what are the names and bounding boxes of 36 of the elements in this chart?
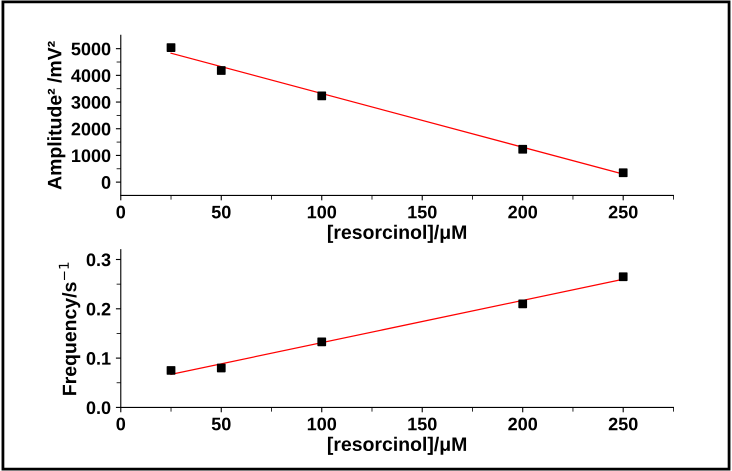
x-tick-label: 250 bbox=[608, 206, 638, 218]
x-tick-label: 200 bbox=[508, 418, 538, 430]
y-tick-label: 5000 bbox=[71, 42, 110, 56]
point bbox=[518, 300, 528, 308]
x-tick-label: 50 bbox=[212, 418, 231, 430]
y-tick-label: 0.0 bbox=[86, 401, 110, 414]
y-tick-label: 0.1 bbox=[86, 352, 111, 365]
x-tick-label: 50 bbox=[212, 206, 231, 218]
point bbox=[166, 43, 176, 52]
x-axis-title: [resorcinol]/μM bbox=[328, 436, 466, 455]
x-tick-label: 150 bbox=[408, 418, 437, 430]
x-tick-label: 250 bbox=[608, 418, 638, 430]
point bbox=[317, 337, 326, 346]
y-axis-title: Frequency/s$^{−1}$ bbox=[58, 262, 80, 395]
x-tick-label: 150 bbox=[408, 206, 437, 218]
y-tick-label: 1000 bbox=[72, 149, 110, 162]
x-tick-label: 100 bbox=[308, 418, 336, 430]
y-tick-label: 3000 bbox=[71, 96, 110, 109]
y-tick-label: 0 bbox=[102, 176, 110, 189]
point bbox=[618, 168, 628, 178]
x-tick-label: 0 bbox=[116, 206, 126, 218]
point bbox=[216, 66, 226, 75]
point bbox=[166, 366, 176, 375]
point bbox=[518, 144, 528, 154]
y-tick-label: 2000 bbox=[72, 122, 110, 136]
x-tick-label: 200 bbox=[508, 206, 538, 218]
x-tick-label: 0 bbox=[116, 418, 126, 430]
x-axis-title: [resorcinol]/μM bbox=[328, 224, 466, 243]
y-tick-label: 4000 bbox=[71, 69, 110, 82]
y-tick-label: 0.2 bbox=[86, 302, 110, 316]
y-tick-label: 0.3 bbox=[86, 253, 110, 266]
x-tick-label: 100 bbox=[308, 206, 336, 218]
y-axis-title: Amplitude² /mV² bbox=[47, 41, 66, 190]
point bbox=[216, 364, 226, 372]
point bbox=[618, 272, 628, 282]
point bbox=[317, 92, 326, 100]
